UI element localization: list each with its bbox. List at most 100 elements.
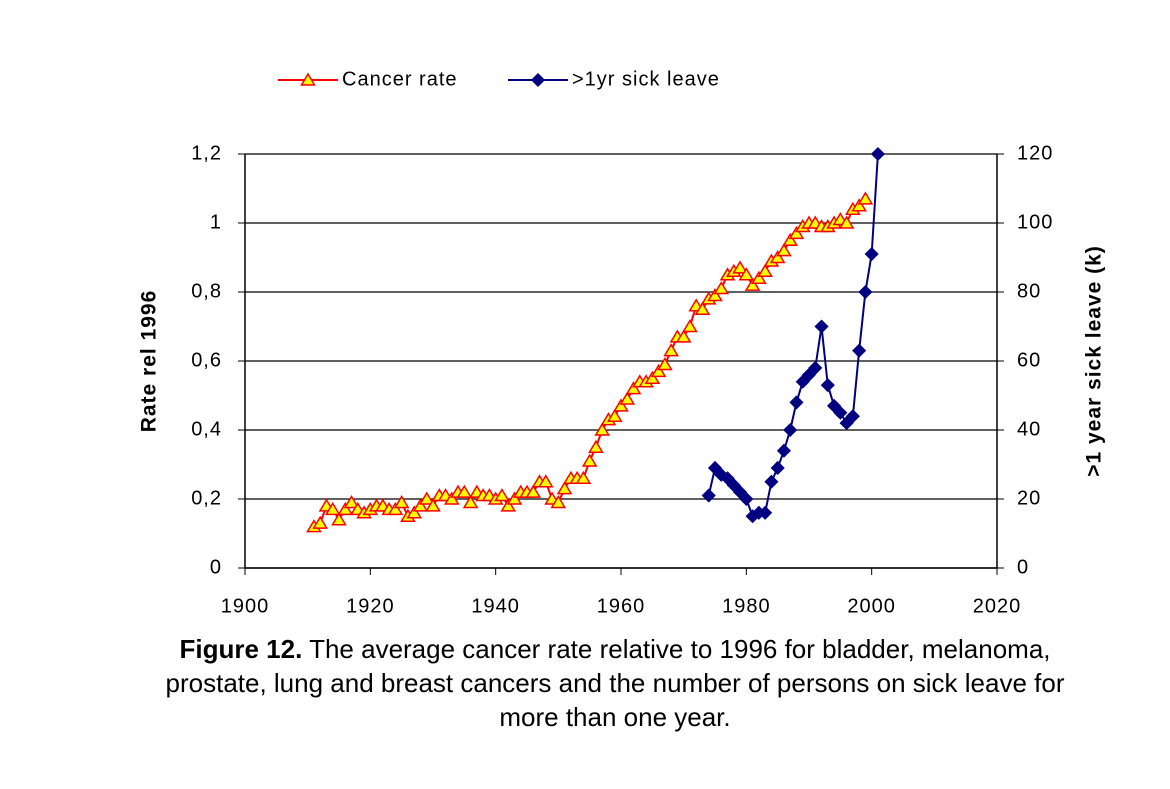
marker <box>550 494 567 509</box>
marker <box>707 460 723 476</box>
y2-tick-label: 120 <box>1017 142 1053 164</box>
y-tick-label: 0,8 <box>191 280 222 302</box>
marker <box>588 439 604 453</box>
marker <box>732 260 748 274</box>
marker <box>814 319 829 334</box>
x-tick-label: 2000 <box>847 595 896 617</box>
marker <box>713 281 730 295</box>
legend-label: Cancer rate <box>342 68 458 90</box>
marker <box>525 484 542 498</box>
marker <box>801 367 817 382</box>
marker <box>606 408 623 422</box>
x-tick-label: 1900 <box>221 595 270 617</box>
marker <box>494 488 510 502</box>
marker <box>337 501 354 516</box>
legend-marker <box>300 72 316 86</box>
marker <box>782 232 799 246</box>
caption: Figure 12. The average cancer rate relat… <box>150 632 1080 734</box>
marker <box>650 363 667 378</box>
marker <box>870 146 885 162</box>
marker <box>575 470 592 485</box>
marker <box>839 416 854 431</box>
marker <box>833 405 848 420</box>
y-tick-label: 0 <box>210 556 222 578</box>
marker <box>613 398 629 412</box>
marker <box>808 360 823 375</box>
y2-tick-label: 0 <box>1017 556 1029 578</box>
y-tick-label: 0,4 <box>191 418 222 440</box>
marker <box>393 494 410 509</box>
y-tick-label: 0,2 <box>191 487 222 509</box>
marker <box>425 498 441 512</box>
marker <box>744 277 761 291</box>
y2-tick-label: 40 <box>1017 418 1041 440</box>
marker <box>343 494 360 509</box>
x-tick-label: 1940 <box>471 595 520 617</box>
marker <box>657 356 673 371</box>
marker <box>827 398 842 413</box>
marker <box>619 391 636 405</box>
marker <box>456 484 473 498</box>
marker <box>857 191 874 205</box>
marker <box>852 343 867 358</box>
marker <box>764 474 779 489</box>
y2-tick-label: 20 <box>1017 487 1041 509</box>
marker <box>789 395 804 410</box>
marker <box>312 515 329 529</box>
marker <box>820 378 835 393</box>
x-tick-label: 1920 <box>346 595 395 617</box>
x-tick-label: 2020 <box>973 595 1022 617</box>
legend-marker <box>530 72 546 88</box>
marker <box>720 471 735 486</box>
marker <box>412 498 429 512</box>
marker <box>506 491 523 505</box>
marker <box>851 198 867 212</box>
y2-tick-label: 100 <box>1017 211 1053 233</box>
marker <box>406 505 423 519</box>
marker <box>462 494 479 509</box>
marker <box>738 267 755 281</box>
marker <box>537 474 554 488</box>
marker <box>694 301 711 315</box>
marker <box>701 488 716 503</box>
marker <box>443 491 460 505</box>
marker <box>714 467 729 482</box>
marker <box>644 370 661 384</box>
marker <box>594 422 611 436</box>
y2-axis-label: >1 year sick leave (k) <box>1083 245 1106 477</box>
y-tick-label: 1 <box>210 211 222 233</box>
marker <box>500 498 517 512</box>
marker <box>769 250 786 264</box>
y-tick-label: 0,6 <box>191 349 222 371</box>
marker <box>776 443 791 458</box>
marker <box>625 381 642 395</box>
marker <box>783 422 798 438</box>
marker <box>682 319 698 333</box>
marker <box>726 478 741 493</box>
marker <box>387 501 404 516</box>
marker <box>707 287 723 302</box>
marker <box>758 505 773 520</box>
y2-tick-label: 60 <box>1017 349 1041 371</box>
marker <box>739 491 754 507</box>
legend-label: >1yr sick leave <box>572 68 720 90</box>
marker <box>795 374 810 389</box>
marker <box>556 481 573 495</box>
marker <box>663 343 679 357</box>
marker <box>418 491 435 505</box>
marker <box>675 329 692 343</box>
caption-label: Figure 12. <box>179 634 303 664</box>
x-tick-label: 1980 <box>722 595 771 617</box>
marker <box>770 460 785 476</box>
x-tick-label: 1960 <box>597 595 646 617</box>
marker <box>324 501 341 516</box>
marker <box>858 284 873 300</box>
y2-tick-label: 80 <box>1017 280 1041 302</box>
y-tick-label: 1,2 <box>191 142 222 164</box>
marker <box>838 215 855 229</box>
marker <box>757 263 773 278</box>
marker <box>331 512 347 526</box>
marker <box>581 453 598 467</box>
